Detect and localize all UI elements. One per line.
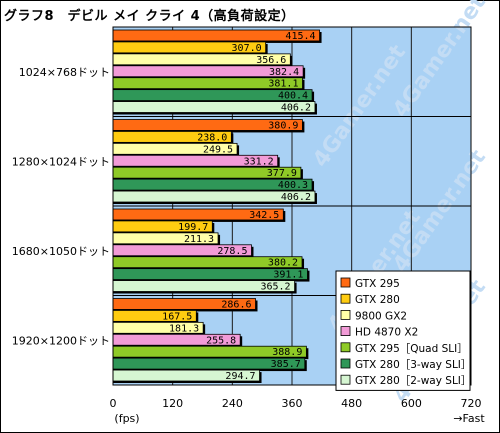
legend-swatch [340, 309, 351, 320]
bar-value-label: 181.3 [169, 323, 199, 334]
x-unit-label: (fps) [114, 412, 139, 425]
bars: 415.4307.0356.6382.4381.1400.4406.2380.9… [112, 29, 322, 383]
bar-value-label: 388.9 [272, 347, 302, 358]
legend-entry: 9800 GX2 [355, 310, 407, 322]
legend: GTX 295 GTX 280 9800 GX2 HD 4870 X2 GTX 295［… [335, 270, 471, 391]
bar-value-label: 307.0 [232, 43, 262, 54]
chart-title: グラフ8 デビル メイ クライ 4（高負荷設定） [4, 9, 295, 24]
legend-swatch [340, 342, 351, 353]
bar-value-label: 255.8 [206, 335, 236, 346]
bar-value-label: 199.7 [178, 222, 208, 233]
bar-value-label: 356.6 [256, 55, 286, 66]
bar-value-label: 406.2 [281, 103, 311, 114]
legend-entry: GTX 280［2-way SLI］ [355, 375, 471, 387]
x-tick-label: 240 [222, 397, 243, 410]
bar-value-label: 331.2 [244, 156, 274, 167]
bar-value-label: 342.5 [249, 210, 279, 221]
x-tick-label: 480 [341, 397, 362, 410]
bar-value-label: 238.0 [197, 132, 227, 143]
bar-value-label: 382.4 [269, 67, 299, 78]
x-tick-label: 360 [282, 397, 303, 410]
category-label: 1920×1200ドット [12, 334, 110, 347]
bar-value-label: 415.4 [285, 31, 315, 42]
legend-swatch [340, 358, 351, 369]
bar-value-label: 211.3 [184, 234, 214, 245]
legend-box [335, 270, 471, 391]
legend-swatch [340, 277, 351, 288]
bar-value-label: 377.9 [267, 168, 297, 179]
x-tick-label: 720 [461, 397, 482, 410]
category-label: 1280×1024ドット [12, 155, 110, 168]
bar-value-label: 380.9 [268, 120, 298, 131]
legend-entry: GTX 280［3-way SLI］ [355, 359, 471, 371]
bar-value-label: 278.5 [217, 246, 247, 257]
legend-entry: GTX 295［Quad SLI］ [355, 343, 468, 355]
legend-entry: GTX 280 [355, 294, 400, 306]
bar-value-label: 380.2 [268, 258, 298, 269]
legend-swatch [340, 374, 351, 385]
bar-value-label: 294.7 [225, 371, 255, 382]
plot-border [112, 26, 472, 386]
x-direction-label: →Fast [453, 412, 485, 425]
axes: 1024×768ドット 1280×1024ドット 1680×1050ドット 1920×… [12, 26, 482, 410]
bar-value-label: 406.2 [281, 192, 311, 203]
x-tick-label: 0 [110, 397, 117, 410]
category-label: 1024×768ドット [19, 66, 110, 79]
legend-entry: GTX 295 [355, 278, 400, 290]
bar-value-label: 400.3 [278, 180, 308, 191]
bar-value-label: 381.1 [268, 79, 298, 90]
bar-value-label: 391.1 [273, 270, 303, 281]
legend-entry: HD 4870 X2 [355, 327, 418, 339]
legend-swatch [340, 326, 351, 337]
x-tick-label: 120 [162, 397, 183, 410]
legend-swatch [340, 293, 351, 304]
category-label: 1680×1050ドット [12, 245, 110, 258]
bar-value-label: 286.6 [221, 299, 251, 310]
bar-value-label: 249.5 [203, 144, 233, 155]
bar-value-label: 167.5 [162, 311, 192, 322]
x-tick-label: 600 [401, 397, 422, 410]
bar-value-label: 365.2 [260, 282, 290, 293]
bar-value-label: 385.7 [271, 359, 301, 370]
bar-value-label: 400.4 [278, 91, 308, 102]
